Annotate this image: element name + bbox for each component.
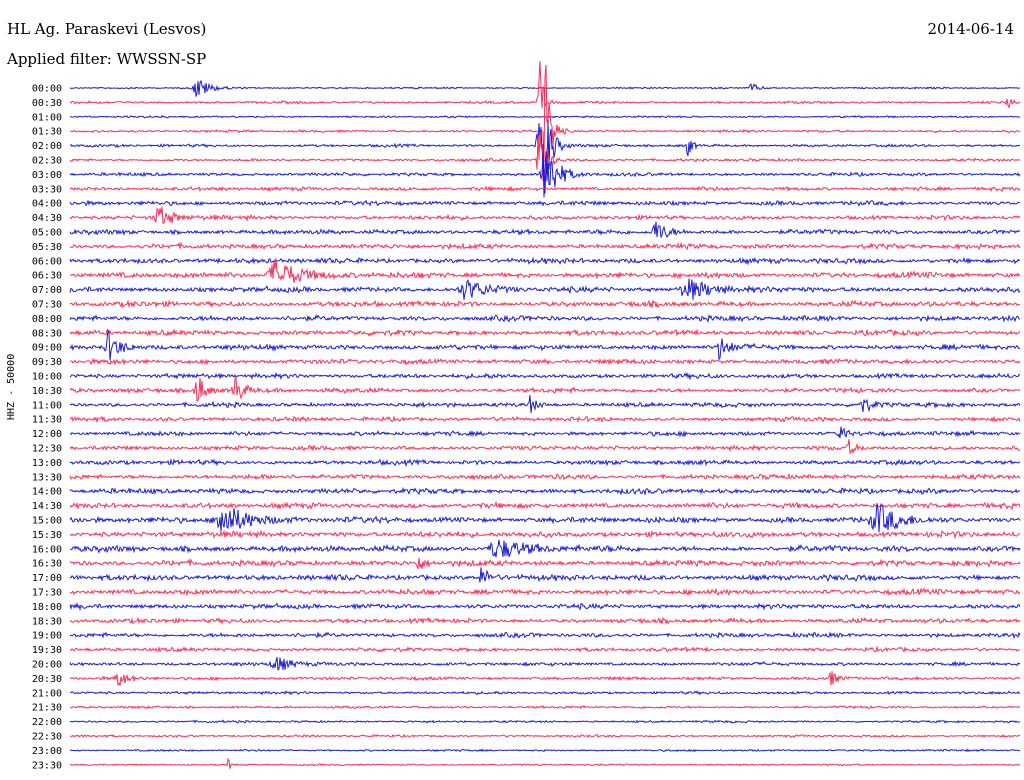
time-tick-label: 03:30 bbox=[32, 184, 62, 195]
trace-line-2030 bbox=[69, 671, 1021, 687]
trace-line-0900 bbox=[69, 328, 1021, 361]
trace-line-0330 bbox=[69, 185, 1021, 193]
time-tick-label: 14:30 bbox=[32, 501, 62, 512]
trace-line-1130 bbox=[69, 415, 1021, 424]
trace-line-1230 bbox=[69, 439, 1021, 456]
trace-line-0730 bbox=[69, 299, 1021, 309]
time-tick-label: 04:00 bbox=[32, 199, 62, 210]
trace-line-1730 bbox=[69, 587, 1021, 597]
trace-line-2130 bbox=[70, 705, 1021, 710]
trace-line-1330 bbox=[69, 473, 1021, 482]
time-tick-label: 16:00 bbox=[32, 544, 62, 555]
time-tick-label: 22:30 bbox=[32, 732, 62, 743]
time-tick-label: 17:00 bbox=[32, 573, 62, 584]
trace-line-0400 bbox=[69, 199, 1021, 207]
trace-line-0630 bbox=[69, 258, 1021, 284]
trace-line-0700 bbox=[69, 278, 1021, 300]
time-tick-label: 11:30 bbox=[32, 415, 62, 426]
time-tick-label: 19:00 bbox=[32, 631, 62, 642]
time-tick-label: 12:30 bbox=[32, 444, 62, 455]
time-tick-label: 15:00 bbox=[32, 516, 62, 527]
time-tick-label: 09:00 bbox=[32, 343, 62, 354]
time-tick-label: 00:30 bbox=[32, 98, 62, 109]
date-label: 2014-06-14 bbox=[927, 20, 1014, 38]
time-tick-label: 10:30 bbox=[32, 386, 62, 397]
trace-line-2200 bbox=[69, 719, 1021, 724]
time-tick-label: 23:00 bbox=[32, 746, 62, 757]
time-tick-label: 00:00 bbox=[32, 84, 62, 95]
time-tick-label: 09:30 bbox=[32, 357, 62, 368]
time-tick-label: 14:00 bbox=[32, 487, 62, 498]
time-tick-label: 22:00 bbox=[32, 717, 62, 728]
trace-line-1530 bbox=[69, 529, 1021, 540]
trace-line-1500 bbox=[69, 503, 1021, 533]
time-tick-label: 10:00 bbox=[32, 372, 62, 383]
time-tick-label: 02:30 bbox=[32, 156, 62, 167]
time-tick-label: 07:00 bbox=[32, 285, 62, 296]
trace-line-1930 bbox=[69, 645, 1021, 653]
trace-line-1400 bbox=[69, 486, 1021, 497]
trace-line-0930 bbox=[70, 357, 1021, 366]
filter-label: Applied filter: WWSSN-SP bbox=[7, 50, 207, 68]
time-tick-label: 17:30 bbox=[32, 588, 62, 599]
trace-line-2300 bbox=[69, 748, 1021, 753]
trace-line-2100 bbox=[69, 690, 1021, 696]
trace-line-0430 bbox=[69, 206, 1021, 224]
trace-line-0530 bbox=[69, 241, 1021, 251]
trace-line-1900 bbox=[69, 630, 1021, 640]
time-tick-label: 21:30 bbox=[32, 703, 62, 714]
trace-line-1430 bbox=[69, 500, 1021, 511]
time-tick-label: 16:30 bbox=[32, 559, 62, 570]
time-tick-label: 03:00 bbox=[32, 170, 62, 181]
trace-line-1300 bbox=[69, 458, 1021, 468]
trace-line-0800 bbox=[69, 314, 1021, 323]
time-tick-label: 04:30 bbox=[32, 213, 62, 224]
trace-line-1700 bbox=[69, 567, 1021, 583]
trace-line-2000 bbox=[69, 656, 1021, 671]
time-tick-label: 01:30 bbox=[32, 127, 62, 138]
trace-line-0200 bbox=[69, 119, 1021, 194]
time-tick-label: 20:00 bbox=[32, 660, 62, 671]
time-tick-label: 23:30 bbox=[32, 760, 62, 771]
time-tick-label: 05:30 bbox=[32, 242, 62, 253]
trace-line-0830 bbox=[69, 327, 1021, 338]
time-tick-label: 08:00 bbox=[32, 314, 62, 325]
trace-line-1600 bbox=[69, 539, 1021, 558]
trace-line-2330 bbox=[69, 757, 1021, 769]
trace-line-1200 bbox=[69, 426, 1021, 439]
time-tick-label: 08:30 bbox=[32, 328, 62, 339]
time-tick-label: 02:00 bbox=[32, 141, 62, 152]
time-tick-label: 06:30 bbox=[32, 271, 62, 282]
time-tick-label: 11:00 bbox=[32, 400, 62, 411]
station-title: HL Ag. Paraskevi (Lesvos) bbox=[7, 20, 207, 38]
trace-line-1000 bbox=[69, 371, 1021, 381]
time-tick-label: 13:30 bbox=[32, 472, 62, 483]
time-tick-label: 21:00 bbox=[32, 688, 62, 699]
trace-line-0300 bbox=[69, 151, 1021, 198]
time-tick-label: 15:30 bbox=[32, 530, 62, 541]
time-tick-label: 01:00 bbox=[32, 112, 62, 123]
trace-line-1630 bbox=[69, 557, 1021, 571]
time-tick-label: 13:00 bbox=[32, 458, 62, 469]
trace-line-2230 bbox=[69, 733, 1021, 739]
trace-line-1030 bbox=[69, 375, 1021, 402]
time-tick-label: 05:00 bbox=[32, 228, 62, 239]
time-tick-label: 12:00 bbox=[32, 429, 62, 440]
time-tick-label: 19:30 bbox=[32, 645, 62, 656]
trace-line-0500 bbox=[69, 221, 1021, 239]
time-tick-label: 06:00 bbox=[32, 256, 62, 267]
trace-line-1800 bbox=[69, 602, 1021, 612]
time-tick-label: 18:00 bbox=[32, 602, 62, 613]
time-tick-label: 07:30 bbox=[32, 300, 62, 311]
trace-line-0600 bbox=[69, 256, 1021, 266]
trace-line-1830 bbox=[69, 616, 1021, 626]
time-tick-label: 20:30 bbox=[32, 674, 62, 685]
trace-line-1100 bbox=[69, 395, 1021, 413]
trace-line-0130 bbox=[69, 64, 1021, 162]
time-tick-label: 18:30 bbox=[32, 616, 62, 627]
